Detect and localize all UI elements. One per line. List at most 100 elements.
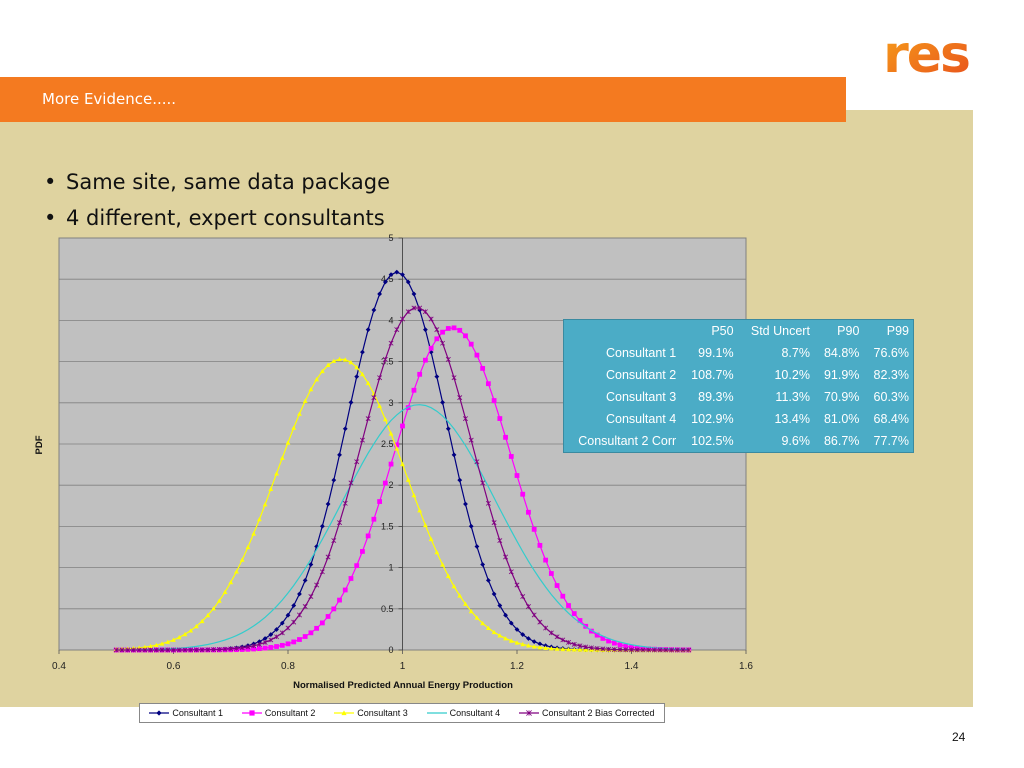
data-point <box>485 381 491 387</box>
data-point <box>388 340 394 346</box>
data-point <box>445 426 451 432</box>
data-point <box>623 643 629 649</box>
data-point <box>468 437 474 443</box>
data-point <box>474 352 480 358</box>
data-point <box>594 645 600 651</box>
y-tick-label: 1 <box>388 563 393 573</box>
title-bar <box>0 77 846 122</box>
data-point <box>428 536 434 542</box>
legend-item: Consultant 1 <box>149 708 223 718</box>
data-point <box>262 645 268 651</box>
data-point <box>291 425 297 430</box>
table-header-cell: P50 <box>711 324 734 338</box>
data-point <box>617 647 623 653</box>
legend-swatch <box>426 712 447 714</box>
data-point <box>251 531 257 536</box>
data-point <box>165 647 171 653</box>
data-point <box>508 454 514 459</box>
table-cell: 86.7% <box>823 434 860 448</box>
series-group <box>113 269 692 653</box>
data-point <box>423 327 428 333</box>
table-cell: 70.9% <box>823 390 860 404</box>
data-point <box>497 603 503 608</box>
data-point <box>113 647 119 653</box>
table-cell: 9.6% <box>781 434 810 448</box>
data-point <box>251 646 257 652</box>
table-cell: Consultant 2 Corr <box>578 434 677 448</box>
data-point <box>629 647 634 653</box>
data-point <box>566 646 571 652</box>
table-header-cell <box>564 320 681 343</box>
data-point <box>205 647 211 653</box>
table-cell: 84.8% <box>823 346 860 360</box>
data-point <box>583 647 589 652</box>
y-tick-label: 0 <box>388 645 393 655</box>
data-point <box>577 643 583 649</box>
data-point <box>325 554 331 560</box>
data-point <box>274 634 280 640</box>
table-cell: 76.6% <box>873 346 909 360</box>
data-point <box>445 326 451 331</box>
data-point <box>216 598 222 603</box>
data-point <box>171 647 176 653</box>
data-point <box>388 431 394 436</box>
data-point <box>543 557 549 563</box>
bullet-item: • 4 different, expert consultants <box>44 206 385 230</box>
data-point <box>348 576 354 581</box>
consultant-stats-table: P50 Std Uncert P90 P99 Consultant 1 99.1%… <box>563 319 914 453</box>
data-point <box>331 358 337 363</box>
data-point <box>222 589 228 594</box>
data-point <box>262 639 268 645</box>
data-point <box>279 620 285 626</box>
data-point <box>377 291 382 297</box>
data-point <box>394 269 400 275</box>
data-point <box>302 398 308 403</box>
data-point <box>674 647 680 653</box>
data-point <box>463 601 468 606</box>
data-point <box>623 647 629 653</box>
data-point <box>480 620 486 626</box>
data-point <box>314 377 320 382</box>
data-point <box>388 461 394 467</box>
data-point <box>657 647 663 653</box>
table-cell: 102.9% <box>691 412 734 426</box>
chart-legend: Consultant 1 Consultant 2 Consultant 3 Cons… <box>139 703 665 723</box>
x-tick-label: 0.4 <box>52 661 66 672</box>
data-point <box>274 627 279 632</box>
data-point <box>457 327 463 333</box>
data-point <box>491 398 497 403</box>
table-row: Consultant 3 89.3% 11.3% 70.9% 60.3% <box>564 386 914 408</box>
data-point <box>468 523 474 529</box>
table-cell: 89.3% <box>698 390 734 404</box>
data-point <box>405 279 411 285</box>
data-point <box>382 356 388 362</box>
data-point <box>136 647 142 653</box>
bullet-item: • Same site, same data package <box>44 170 390 194</box>
data-point <box>377 375 383 381</box>
data-point <box>451 583 457 589</box>
table-cell: Consultant 4 <box>606 412 677 426</box>
data-point <box>520 632 526 637</box>
data-point <box>400 316 405 322</box>
data-point <box>279 630 285 636</box>
legend-item: Consultant 4 <box>426 708 500 718</box>
data-point <box>262 636 268 641</box>
data-point <box>205 612 211 618</box>
data-point <box>434 327 440 333</box>
data-point <box>251 643 257 649</box>
data-point <box>285 641 291 647</box>
data-point <box>497 416 503 421</box>
table-cell: 11.3% <box>775 390 810 404</box>
data-point <box>394 327 400 333</box>
data-point <box>119 647 125 653</box>
table-cell: 8.7% <box>781 346 810 360</box>
data-point <box>491 629 497 635</box>
data-point <box>342 357 348 362</box>
data-point <box>262 502 268 507</box>
data-point <box>554 634 560 640</box>
y-tick-label: 0.5 <box>381 604 394 614</box>
data-point <box>417 508 423 513</box>
data-point <box>588 645 594 651</box>
data-point <box>440 340 446 346</box>
data-point <box>571 611 577 616</box>
